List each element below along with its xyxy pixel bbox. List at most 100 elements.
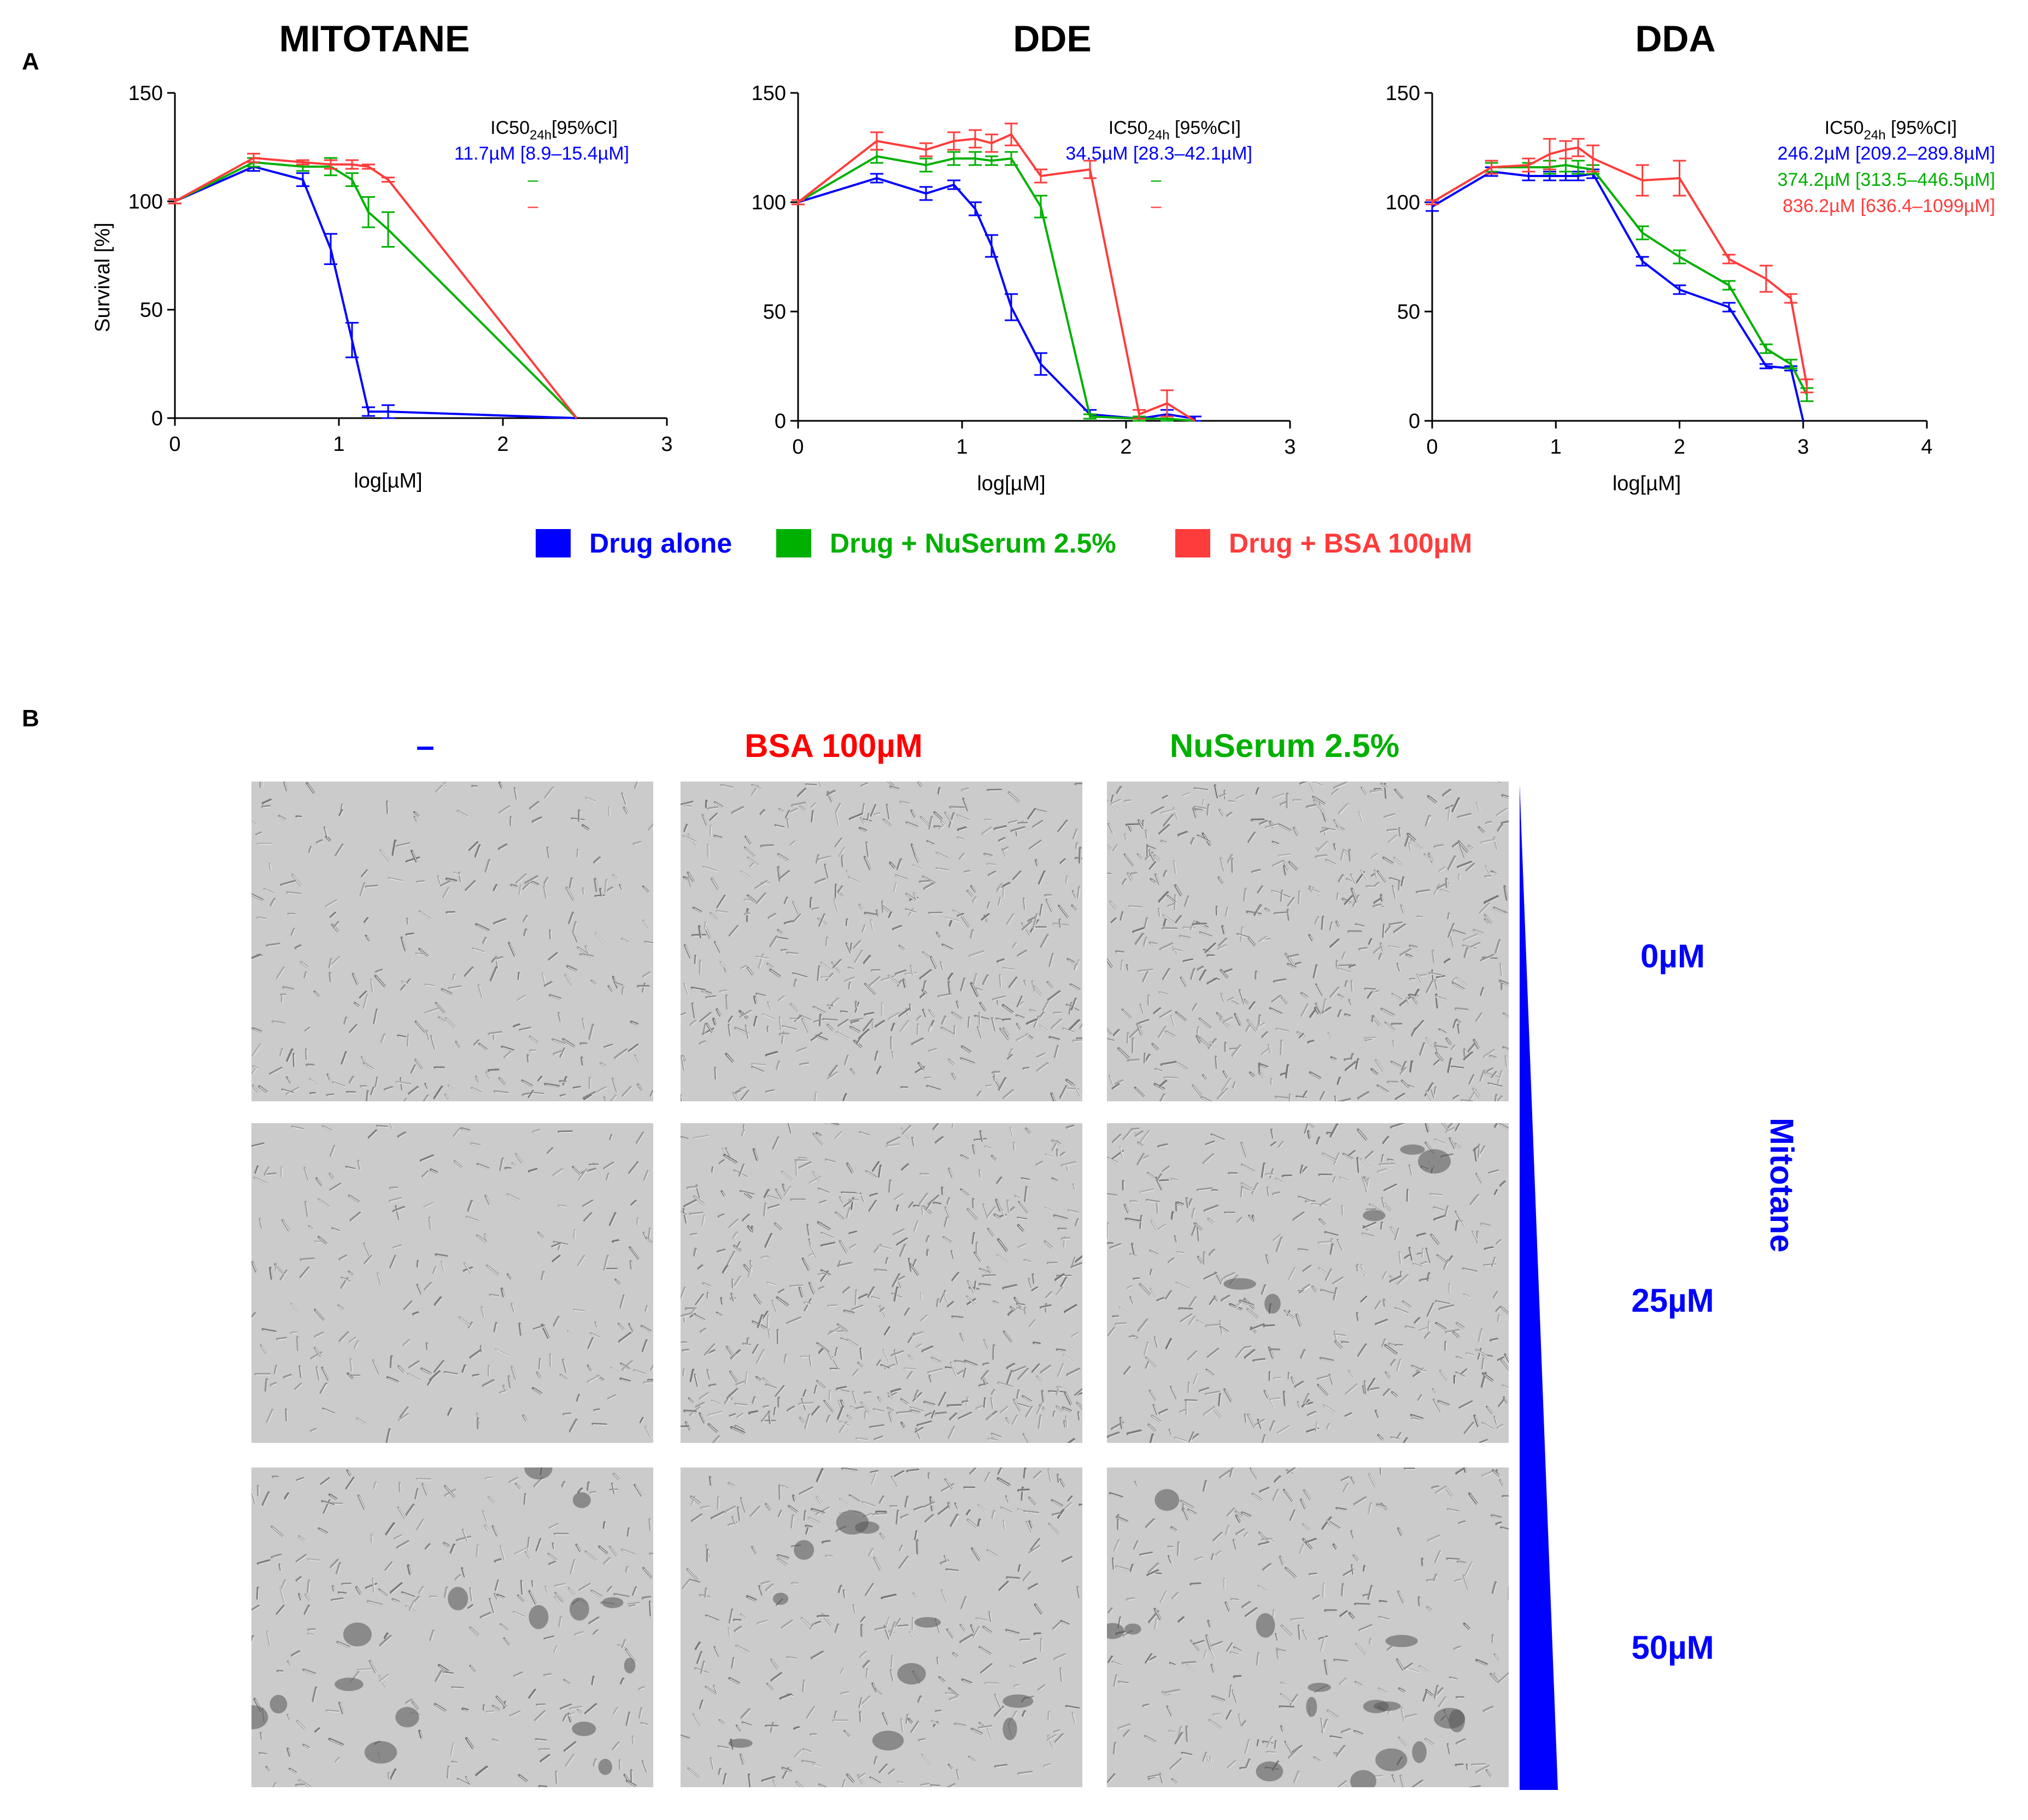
cell-highlight bbox=[875, 813, 881, 816]
cell-highlight bbox=[689, 878, 692, 887]
cell-highlight bbox=[887, 805, 890, 820]
cell-mark bbox=[1455, 1355, 1463, 1360]
x-tick-label: 0 bbox=[792, 436, 804, 459]
cell-highlight bbox=[1394, 858, 1403, 867]
chart-title-text: MITOTANE bbox=[279, 18, 470, 60]
cell-mark bbox=[1497, 1070, 1503, 1084]
cell-mark bbox=[912, 1392, 923, 1402]
cell-highlight bbox=[1238, 934, 1249, 938]
cell-highlight bbox=[1193, 1085, 1203, 1096]
cell-mark bbox=[596, 1086, 607, 1093]
cell-mark bbox=[562, 1412, 572, 1416]
cell-mark bbox=[805, 783, 817, 786]
cell-mark bbox=[286, 1048, 294, 1062]
cell-mark bbox=[385, 1428, 391, 1443]
cell-highlight bbox=[1109, 824, 1114, 833]
cell-highlight bbox=[560, 1048, 566, 1058]
cell-highlight bbox=[877, 911, 880, 917]
cell-highlight bbox=[366, 886, 378, 888]
cell-highlight bbox=[270, 1068, 283, 1075]
cell-mark bbox=[328, 958, 332, 968]
cell-mark bbox=[341, 1051, 347, 1065]
cell-mark bbox=[630, 1200, 637, 1206]
cell-mark bbox=[1148, 941, 1158, 946]
cell-mark bbox=[1382, 1136, 1390, 1144]
cell-highlight bbox=[769, 1330, 771, 1338]
cell-mark bbox=[1324, 1268, 1333, 1281]
cell-highlight bbox=[718, 896, 726, 909]
cell-highlight bbox=[983, 828, 993, 835]
cell-mark bbox=[281, 1088, 295, 1094]
cell-highlight bbox=[334, 922, 339, 928]
micrograph-texture bbox=[681, 1123, 1082, 1443]
cell-mark bbox=[789, 1284, 804, 1287]
cell-highlight bbox=[545, 983, 553, 987]
cell-mark bbox=[1382, 1388, 1391, 1396]
cell-mark bbox=[276, 1336, 287, 1340]
cell-highlight bbox=[629, 1324, 635, 1332]
cell-mark bbox=[1322, 998, 1327, 1012]
cell-highlight bbox=[631, 1261, 632, 1270]
cell-highlight bbox=[1363, 1178, 1368, 1191]
cell-highlight bbox=[564, 1040, 576, 1048]
cell-highlight bbox=[734, 1277, 742, 1288]
cell-highlight bbox=[1323, 1154, 1336, 1161]
cell-highlight bbox=[849, 983, 851, 990]
cell-highlight bbox=[1176, 1283, 1189, 1290]
cell-highlight bbox=[1454, 1332, 1460, 1338]
cell-highlight bbox=[812, 803, 817, 808]
cell-mark bbox=[910, 1409, 921, 1414]
cell-mark bbox=[343, 1016, 348, 1025]
cell-mark bbox=[1400, 876, 1405, 886]
cell-highlight bbox=[596, 896, 605, 897]
cell-mark bbox=[1002, 1089, 1015, 1100]
cell-highlight bbox=[1074, 830, 1078, 840]
cell-highlight bbox=[1203, 1076, 1208, 1080]
cell-highlight bbox=[927, 1203, 932, 1211]
cell-highlight bbox=[338, 1306, 345, 1311]
cell-highlight bbox=[1275, 913, 1287, 915]
cell-highlight bbox=[402, 982, 409, 986]
cell-highlight bbox=[610, 1135, 613, 1141]
cell-mark bbox=[1036, 1053, 1046, 1058]
cell-mark bbox=[1025, 1018, 1038, 1025]
cell-highlight bbox=[609, 987, 613, 992]
cell-highlight bbox=[737, 1242, 741, 1248]
cell-highlight bbox=[1332, 789, 1339, 795]
cell-highlight bbox=[734, 1246, 742, 1252]
cell-mark bbox=[894, 874, 909, 880]
cell-highlight bbox=[439, 1017, 446, 1023]
cell-mark bbox=[419, 1154, 434, 1162]
cell-mark bbox=[1433, 1059, 1440, 1066]
cell-highlight bbox=[401, 1408, 409, 1418]
cell-highlight bbox=[431, 1170, 438, 1173]
cell-mark bbox=[611, 1077, 618, 1093]
cell-highlight bbox=[1019, 1002, 1024, 1007]
cell-highlight bbox=[305, 972, 307, 979]
cell-highlight bbox=[589, 1338, 594, 1349]
cell-highlight bbox=[1358, 1158, 1360, 1173]
cell-mark bbox=[1465, 1352, 1475, 1356]
cell-highlight bbox=[1481, 988, 1485, 996]
cell-highlight bbox=[1070, 1440, 1075, 1443]
cell-highlight bbox=[878, 1398, 882, 1402]
cell-highlight bbox=[953, 1317, 964, 1319]
cell-highlight bbox=[708, 1412, 723, 1417]
cell-mark bbox=[986, 862, 997, 866]
cell-mark bbox=[1394, 1307, 1409, 1314]
cell-highlight bbox=[843, 1288, 851, 1294]
cell-highlight bbox=[997, 1019, 1003, 1021]
cell-highlight bbox=[605, 1097, 607, 1101]
cell-mark bbox=[1129, 872, 1138, 876]
cell-highlight bbox=[1435, 846, 1444, 848]
cell-highlight bbox=[1046, 1154, 1053, 1158]
cell-mark bbox=[694, 1373, 699, 1387]
cell-mark bbox=[962, 797, 969, 812]
cell-highlight bbox=[693, 1004, 696, 1019]
cell-mark bbox=[630, 1020, 639, 1026]
cell-highlight bbox=[1229, 801, 1236, 803]
cell-mark bbox=[319, 1382, 327, 1394]
cell-mark bbox=[1218, 1393, 1221, 1406]
cell-highlight bbox=[1337, 922, 1340, 927]
cell-highlight bbox=[1175, 1062, 1188, 1070]
